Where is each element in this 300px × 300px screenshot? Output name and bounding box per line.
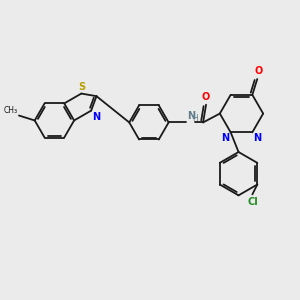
Text: O: O: [202, 92, 210, 102]
Text: O: O: [254, 66, 262, 76]
Text: H: H: [192, 114, 198, 123]
Text: N: N: [187, 111, 195, 121]
Text: N: N: [253, 133, 261, 143]
Text: N: N: [92, 112, 100, 122]
Text: CH₃: CH₃: [4, 106, 18, 115]
Text: Cl: Cl: [247, 197, 258, 207]
Text: N: N: [222, 133, 230, 143]
Text: S: S: [78, 82, 85, 92]
